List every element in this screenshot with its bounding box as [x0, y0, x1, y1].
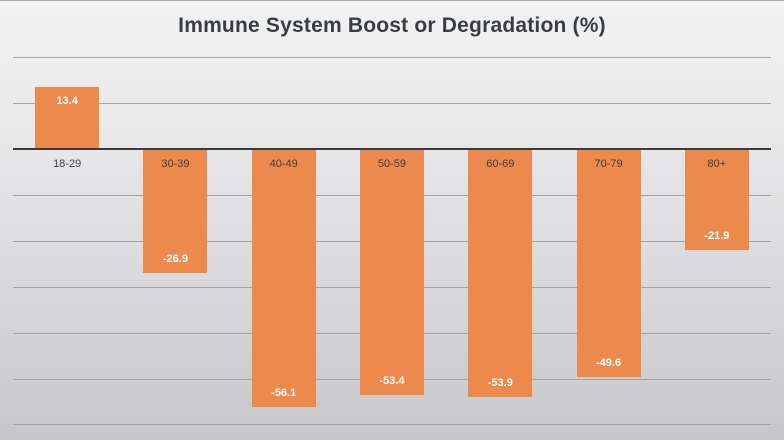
- data-label-18-29: 13.4: [56, 95, 78, 108]
- category-label-18-29: 18-29: [53, 158, 82, 170]
- gridline--60: [13, 424, 771, 425]
- data-label-70-79: -49.6: [596, 357, 622, 370]
- bar-80+[interactable]: [684, 149, 749, 250]
- category-label-60-69: 60-69: [486, 158, 515, 170]
- bar-18-29[interactable]: [35, 87, 100, 149]
- bar-30-39[interactable]: [143, 149, 208, 273]
- category-label-80+: 80+: [707, 158, 727, 170]
- bar-40-49[interactable]: [251, 149, 316, 408]
- x-axis-line: [13, 148, 771, 150]
- category-label-70-79: 70-79: [594, 158, 623, 170]
- bar-60-69[interactable]: [468, 149, 533, 397]
- data-label-30-39: -26.9: [162, 252, 188, 265]
- bar-50-59[interactable]: [360, 149, 424, 395]
- category-label-50-59: 50-59: [377, 158, 407, 170]
- data-label-80+: -21.9: [704, 229, 730, 242]
- data-label-60-69: -53.9: [487, 376, 513, 389]
- data-label-40-49: -56.1: [271, 387, 297, 400]
- bar-70-79[interactable]: [576, 149, 641, 378]
- data-label-50-59: -53.4: [379, 374, 405, 387]
- chart-title: Immune System Boost or Degradation (%): [178, 14, 606, 37]
- plot-area: 13.4 18-29 -26.9 30-39 -56.1 40-49 -53.4 50-59 -…: [13, 57, 771, 425]
- gridline-10: [13, 103, 771, 104]
- category-label-40-49: 40-49: [269, 158, 298, 170]
- category-label-30-39: 30-39: [161, 158, 190, 170]
- gridline-20: [13, 57, 771, 58]
